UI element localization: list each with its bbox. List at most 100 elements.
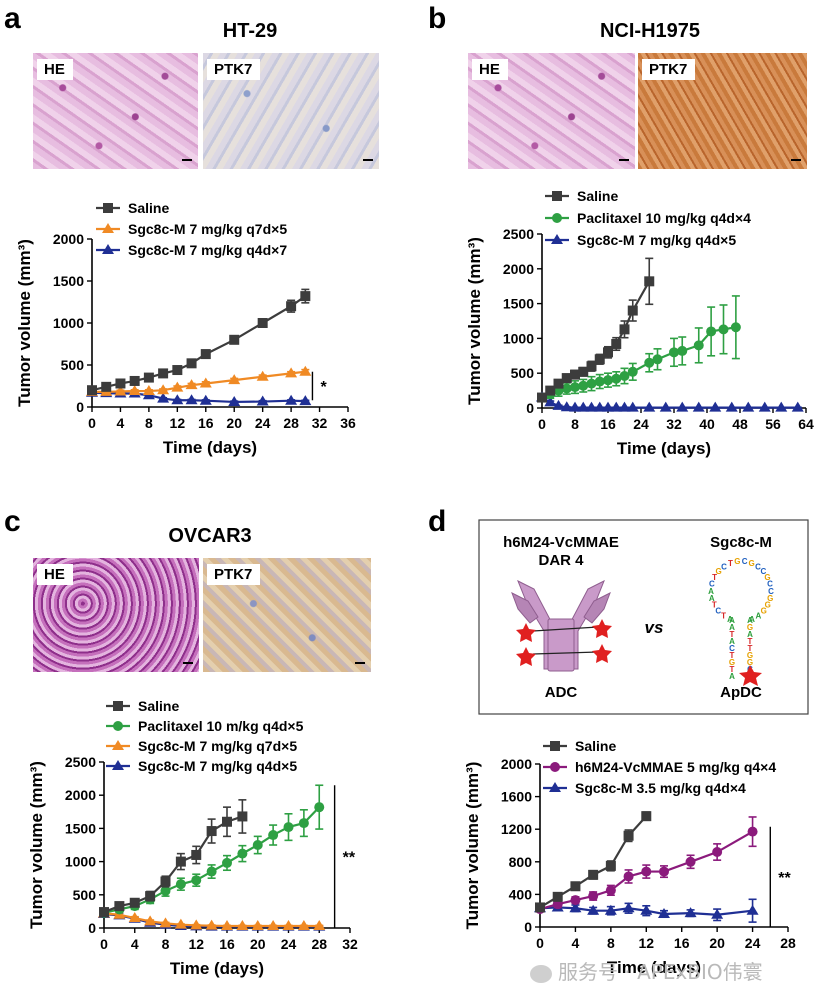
x-tick-label: 24	[633, 416, 649, 432]
data-point	[758, 401, 771, 412]
data-point	[603, 375, 613, 386]
data-point	[185, 379, 198, 390]
x-tick-label: 16	[600, 416, 616, 432]
data-point	[172, 365, 183, 376]
data-point	[252, 840, 263, 850]
y-axis-label: Tumor volume (mm³)	[465, 237, 484, 405]
significance-label: **	[343, 850, 356, 867]
chart-ht29: 0 500 1000 1500 2000 0 4 8 12 16 20 24 28 32 36 Time (d…	[15, 200, 356, 457]
y-tick-label: 800	[509, 854, 533, 870]
data-point	[578, 380, 589, 391]
data-point	[611, 373, 622, 384]
data-point	[142, 385, 155, 396]
data-point	[285, 394, 298, 405]
y-tick-label: 1200	[501, 821, 532, 837]
data-point	[145, 891, 156, 902]
data-point	[570, 382, 580, 393]
data-point	[191, 849, 202, 860]
data-point	[658, 907, 670, 918]
legend-entry: Sgc8c-M 3.5 mg/kg q4d×4	[543, 780, 746, 796]
data-point	[627, 305, 638, 316]
y-tick-label: 1500	[503, 296, 534, 312]
data-point	[619, 370, 630, 381]
chart-adc-vs-apdc: 0 400 800 1200 1600 2000 0 4 8 12 16 20 24 28 Time (da…	[463, 738, 796, 977]
image-label: PTK7	[207, 59, 261, 80]
y-axis-label: Tumor volume (mm³)	[27, 761, 46, 929]
nucleotide: T	[728, 559, 733, 568]
y-tick-label: 0	[524, 919, 532, 935]
x-tick-label: 16	[198, 415, 214, 431]
watermark: 服务号 · APExBIO伟寰	[530, 956, 763, 985]
data-point	[611, 338, 622, 349]
nucleotide: G	[764, 573, 770, 582]
panel-letter-c: c	[4, 505, 21, 538]
x-tick-label: 24	[255, 415, 271, 431]
legend-label: Sgc8c-M 7 mg/kg q4d×5	[138, 758, 297, 774]
x-tick-label: 32	[312, 415, 328, 431]
data-point	[228, 395, 241, 406]
data-point	[114, 901, 125, 912]
significance-label: **	[778, 870, 791, 887]
data-point	[570, 369, 580, 380]
legend-entry: Saline	[106, 698, 179, 714]
data-point	[706, 326, 717, 337]
x-tick-label: 24	[281, 936, 297, 952]
data-point	[229, 334, 240, 345]
panel-title-b: NCI-H1975	[599, 20, 701, 42]
series-saline	[99, 799, 248, 918]
x-tick-label: 12	[638, 935, 654, 951]
data-point	[623, 830, 634, 841]
y-tick-label: 500	[61, 357, 85, 373]
watermark-text: 服务号 · APExBIO伟寰	[558, 960, 763, 984]
data-point	[129, 897, 140, 908]
payload-star-icon	[592, 619, 612, 638]
data-point	[191, 875, 202, 886]
nucleotide: G	[747, 651, 753, 660]
chart-ovcar3: 0 500 1000 1500 2000 2500 0 4 8 12 16 20 24 28 32 Time …	[27, 698, 358, 978]
data-point	[552, 399, 565, 410]
legend-entry: Sgc8c-M 7 mg/kg q4d×5	[545, 232, 736, 248]
data-point	[593, 401, 606, 412]
data-point	[159, 917, 172, 928]
x-tick-label: 0	[100, 936, 108, 952]
data-point	[643, 401, 656, 412]
y-tick-label: 1000	[53, 315, 84, 331]
y-tick-label: 0	[76, 399, 84, 415]
data-point	[604, 904, 617, 915]
legend-label: Sgc8c-M 7 mg/kg q4d×7	[128, 242, 287, 258]
x-tick-label: 16	[219, 936, 235, 952]
data-point	[718, 324, 729, 335]
series-line	[103, 815, 243, 914]
data-point	[775, 401, 788, 412]
data-point	[221, 920, 233, 931]
x-tick-label: 48	[732, 416, 748, 432]
legend-entry: Saline	[543, 738, 616, 754]
nucleotide: A	[755, 611, 761, 620]
data-point	[677, 345, 688, 356]
scale-bar	[363, 159, 373, 161]
histology-image-he-a: HE	[33, 53, 198, 169]
data-point	[190, 919, 203, 930]
nucleotide: A	[747, 630, 753, 639]
nucleotide: A	[749, 615, 755, 624]
x-tick-label: 8	[162, 936, 170, 952]
x-tick-label: 4	[572, 935, 580, 951]
x-axis-label: Time (days)	[607, 958, 701, 977]
data-point	[577, 401, 590, 412]
data-point	[286, 301, 297, 312]
data-point	[644, 276, 655, 287]
x-tick-label: 4	[131, 936, 139, 952]
nucleotide: C	[742, 557, 748, 566]
legend-label: Sgc8c-M 3.5 mg/kg q4d×4	[575, 780, 746, 796]
data-point	[588, 891, 599, 902]
data-point	[257, 318, 268, 328]
data-point	[535, 902, 545, 913]
x-tick-label: 28	[780, 935, 796, 951]
x-tick-label: 32	[666, 416, 682, 432]
data-point	[282, 920, 295, 931]
scale-bar	[183, 662, 193, 664]
data-point	[222, 816, 232, 827]
series-saline	[537, 257, 655, 403]
data-point	[551, 234, 563, 244]
data-point	[313, 920, 326, 931]
